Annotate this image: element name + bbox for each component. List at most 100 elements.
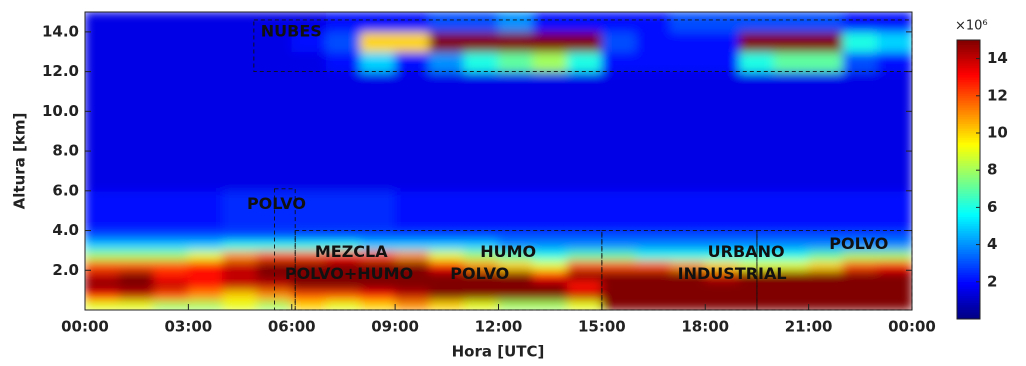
cell xyxy=(463,31,499,53)
colorbar-step xyxy=(957,90,980,94)
cell xyxy=(773,12,810,33)
cell xyxy=(222,31,258,53)
cell xyxy=(360,51,396,73)
x-axis-label: Hora [UTC] xyxy=(452,343,545,361)
colorbar-step xyxy=(957,125,980,129)
cell xyxy=(635,71,672,112)
cell xyxy=(842,190,879,232)
colorbar-frame xyxy=(956,39,981,320)
cell xyxy=(222,259,258,271)
cell xyxy=(601,110,637,152)
cell xyxy=(842,259,879,271)
cell xyxy=(222,110,258,152)
cell xyxy=(808,51,844,73)
cell xyxy=(222,279,258,291)
cell xyxy=(256,299,293,310)
cell xyxy=(498,71,534,112)
cell xyxy=(566,230,603,241)
cell xyxy=(808,150,844,192)
cell xyxy=(429,269,465,281)
cell xyxy=(325,259,362,271)
colorbar-step xyxy=(957,123,980,127)
cell xyxy=(118,259,155,271)
cell xyxy=(808,230,844,241)
colorbar-step xyxy=(957,95,980,99)
cell xyxy=(704,110,741,152)
colorbar-step xyxy=(957,160,980,164)
cell xyxy=(808,190,844,232)
colorbar-step xyxy=(957,53,980,57)
cell xyxy=(670,31,706,53)
colorbar-step xyxy=(957,195,980,199)
colorbar-step xyxy=(957,246,980,250)
colorbar-step xyxy=(957,132,980,136)
cell xyxy=(256,51,293,73)
cell xyxy=(808,71,844,112)
colorbar-step xyxy=(957,55,980,59)
colorbar-step xyxy=(957,97,980,101)
colorbar-tick-label: 14 xyxy=(987,49,1008,67)
annotation-label: URBANO xyxy=(708,242,785,261)
cell xyxy=(463,239,499,251)
cell xyxy=(463,150,499,192)
annotation-box xyxy=(274,188,296,311)
cell xyxy=(498,12,534,33)
colorbar-step xyxy=(957,172,980,176)
cell xyxy=(222,269,258,281)
cell xyxy=(360,299,396,310)
cell xyxy=(325,190,362,232)
cell xyxy=(394,269,431,281)
colorbar-step xyxy=(957,58,980,62)
cell xyxy=(394,12,431,33)
cell xyxy=(256,71,293,112)
cell xyxy=(566,239,603,251)
cell xyxy=(635,269,672,281)
cell xyxy=(842,71,879,112)
cell xyxy=(256,230,293,241)
cell xyxy=(85,279,120,291)
colorbar-step xyxy=(957,100,980,104)
cell xyxy=(877,269,912,281)
cell xyxy=(256,259,293,271)
cell xyxy=(187,299,224,310)
cell xyxy=(256,31,293,53)
colorbar-step xyxy=(957,274,980,278)
colorbar-step xyxy=(957,153,980,157)
colorbar-step xyxy=(957,93,980,97)
cell xyxy=(566,190,603,232)
cell xyxy=(118,289,155,301)
cell xyxy=(601,71,637,112)
cell xyxy=(532,12,568,33)
cell xyxy=(85,190,120,232)
cell xyxy=(498,150,534,192)
colorbar-step xyxy=(957,176,980,180)
colorbar-step xyxy=(957,255,980,259)
cell xyxy=(394,230,431,241)
cell xyxy=(118,51,155,73)
colorbar-step xyxy=(957,104,980,108)
cell xyxy=(773,259,810,271)
cell xyxy=(325,289,362,301)
cell xyxy=(773,190,810,232)
cell xyxy=(877,279,912,291)
colorbar-step xyxy=(957,174,980,178)
cell xyxy=(670,12,706,33)
colorbar-step xyxy=(957,167,980,171)
cell xyxy=(704,269,741,281)
cell xyxy=(532,150,568,192)
colorbar-step xyxy=(957,74,980,78)
cell xyxy=(325,249,362,261)
cell xyxy=(842,230,879,241)
colorbar-step xyxy=(957,225,980,229)
cell xyxy=(601,51,637,73)
cell xyxy=(773,249,810,261)
cell xyxy=(360,249,396,261)
cell xyxy=(291,239,327,251)
cell xyxy=(670,110,706,152)
colorbar-step xyxy=(957,221,980,224)
cell xyxy=(704,249,741,261)
cell xyxy=(394,299,431,310)
colorbar-step xyxy=(957,162,980,166)
annotation-box xyxy=(601,230,758,311)
colorbar-step xyxy=(957,158,980,162)
